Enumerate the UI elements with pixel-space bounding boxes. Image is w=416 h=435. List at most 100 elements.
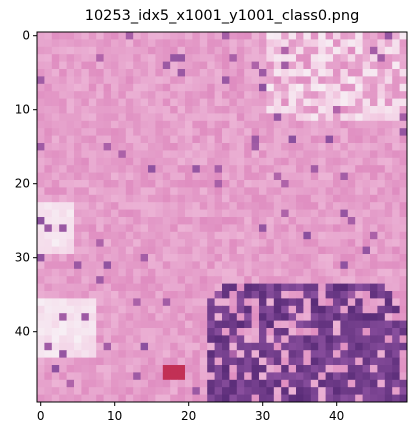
image-pixel [148,150,156,159]
image-pixel [118,365,127,373]
image-pixel [288,32,297,40]
image-pixel [362,46,371,55]
image-pixel [362,54,371,62]
image-pixel [133,194,141,203]
image-pixel [51,276,60,284]
image-pixel [384,143,393,151]
image-pixel [88,320,97,329]
image-pixel [214,150,223,159]
image-pixel [355,69,363,77]
image-pixel [170,194,178,203]
image-pixel [111,320,119,329]
image-pixel [244,135,252,144]
image-pixel [111,394,119,403]
image-pixel [281,246,289,255]
image-pixel [214,143,223,151]
image-pixel [325,328,334,336]
image-pixel [288,180,297,188]
image-pixel [244,187,252,196]
image-pixel [51,217,60,225]
image-pixel [384,342,393,351]
image-pixel [59,372,67,381]
image-pixel [185,172,193,181]
image-pixel [333,46,341,55]
image-pixel [399,128,408,136]
image-pixel [96,276,104,284]
image-pixel [370,379,378,388]
image-pixel [340,298,349,307]
image-pixel [88,91,97,99]
image-pixel [81,61,90,70]
image-pixel [384,328,393,336]
image-pixel [37,69,45,77]
image-pixel [273,283,282,292]
image-pixel [222,328,230,336]
image-pixel [170,91,178,99]
image-pixel [273,239,282,247]
image-pixel [318,106,326,114]
image-pixel [362,239,371,247]
image-pixel [133,61,141,70]
image-pixel [259,61,267,70]
image-pixel [288,39,297,48]
image-pixel [399,268,408,277]
image-pixel [266,283,275,292]
image-pixel [177,298,186,307]
image-pixel [370,76,378,85]
image-pixel [384,268,393,277]
image-pixel [81,283,90,292]
image-pixel [244,143,252,151]
image-pixel [192,157,201,166]
image-pixel [96,69,104,77]
image-pixel [392,335,400,344]
image-pixel [66,365,75,373]
image-pixel [347,91,356,99]
image-pixel [199,32,208,40]
image-pixel [207,143,215,151]
image-pixel [133,328,141,336]
image-pixel [281,135,289,144]
image-pixel [392,313,400,321]
image-pixel [229,106,238,114]
image-pixel [296,39,304,48]
image-pixel [266,113,275,122]
image-pixel [333,128,341,136]
image-pixel [96,150,104,159]
image-pixel [192,350,201,358]
image-pixel [281,261,289,270]
image-pixel [140,291,149,299]
image-pixel [333,39,341,48]
image-pixel [162,209,171,218]
image-pixel [51,239,60,247]
image-pixel [266,187,275,196]
image-pixel [251,143,260,151]
image-pixel [199,365,208,373]
image-pixel [111,268,119,277]
image-pixel [185,320,193,329]
image-pixel [355,387,363,395]
image-pixel [207,39,215,48]
image-pixel [303,372,312,381]
image-pixel [74,135,82,144]
image-pixel [88,157,97,166]
image-pixel [140,120,149,129]
image-pixel [399,313,408,321]
image-pixel [88,61,97,70]
image-pixel [318,283,326,292]
image-pixel [125,320,134,329]
image-pixel [384,394,393,403]
image-pixel [392,276,400,284]
y-tick-label: 40 [15,325,30,339]
image-pixel [377,187,386,196]
image-pixel [318,394,326,403]
image-pixel [236,291,245,299]
image-pixel [162,83,171,92]
image-pixel [318,231,326,240]
image-pixel [170,61,178,70]
image-pixel [222,39,230,48]
image-pixel [207,365,215,373]
image-pixel [377,224,386,233]
image-pixel [118,246,127,255]
image-pixel [170,268,178,277]
image-pixel [244,217,252,225]
